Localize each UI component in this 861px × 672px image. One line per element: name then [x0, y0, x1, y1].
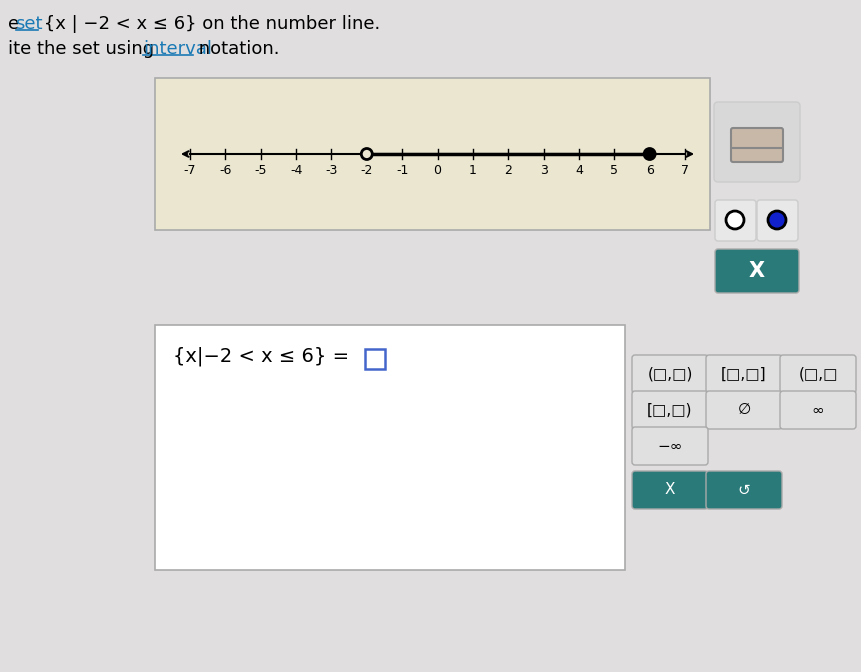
Text: 3: 3 — [540, 164, 548, 177]
Text: ite the set using: ite the set using — [8, 40, 160, 58]
FancyBboxPatch shape — [632, 471, 708, 509]
Text: ↺: ↺ — [738, 482, 751, 497]
Text: -5: -5 — [255, 164, 267, 177]
FancyBboxPatch shape — [757, 200, 798, 241]
Text: 4: 4 — [575, 164, 583, 177]
Text: e: e — [8, 15, 25, 33]
Text: {x | −2 < x ≤ 6} on the number line.: {x | −2 < x ≤ 6} on the number line. — [38, 15, 380, 33]
Text: −∞: −∞ — [657, 439, 683, 454]
FancyBboxPatch shape — [780, 391, 856, 429]
FancyBboxPatch shape — [731, 128, 783, 162]
FancyBboxPatch shape — [714, 102, 800, 182]
Text: 0: 0 — [433, 164, 442, 177]
Text: -7: -7 — [183, 164, 196, 177]
Text: set: set — [15, 15, 43, 33]
FancyBboxPatch shape — [715, 249, 799, 293]
FancyBboxPatch shape — [706, 471, 782, 509]
Bar — [365, 349, 385, 369]
Text: interval: interval — [143, 40, 212, 58]
Text: X: X — [749, 261, 765, 281]
Bar — [155, 78, 710, 230]
FancyBboxPatch shape — [632, 427, 708, 465]
Circle shape — [768, 211, 786, 229]
FancyBboxPatch shape — [706, 355, 782, 393]
Text: 7: 7 — [681, 164, 689, 177]
FancyBboxPatch shape — [632, 355, 708, 393]
Text: -3: -3 — [325, 164, 338, 177]
Text: X: X — [665, 482, 675, 497]
Text: 6: 6 — [646, 164, 653, 177]
Text: (□,□): (□,□) — [647, 366, 693, 382]
Text: [□,□): [□,□) — [647, 403, 693, 417]
Text: ∅: ∅ — [737, 403, 751, 417]
Text: [□,□]: [□,□] — [722, 366, 767, 382]
Circle shape — [362, 149, 372, 159]
Circle shape — [726, 211, 744, 229]
FancyBboxPatch shape — [780, 355, 856, 393]
FancyBboxPatch shape — [706, 391, 782, 429]
Bar — [155, 325, 625, 570]
Text: -6: -6 — [220, 164, 232, 177]
Text: -1: -1 — [396, 164, 408, 177]
FancyBboxPatch shape — [632, 391, 708, 429]
Circle shape — [644, 149, 655, 159]
Text: 1: 1 — [469, 164, 477, 177]
Text: {x|−2 < x ≤ 6} =: {x|−2 < x ≤ 6} = — [173, 347, 356, 366]
FancyBboxPatch shape — [715, 200, 756, 241]
Text: notation.: notation. — [193, 40, 280, 58]
Text: -4: -4 — [290, 164, 302, 177]
Text: (□,□: (□,□ — [798, 366, 838, 382]
Text: ∞: ∞ — [812, 403, 824, 417]
Text: 5: 5 — [610, 164, 618, 177]
Text: -2: -2 — [361, 164, 373, 177]
Text: 2: 2 — [505, 164, 512, 177]
